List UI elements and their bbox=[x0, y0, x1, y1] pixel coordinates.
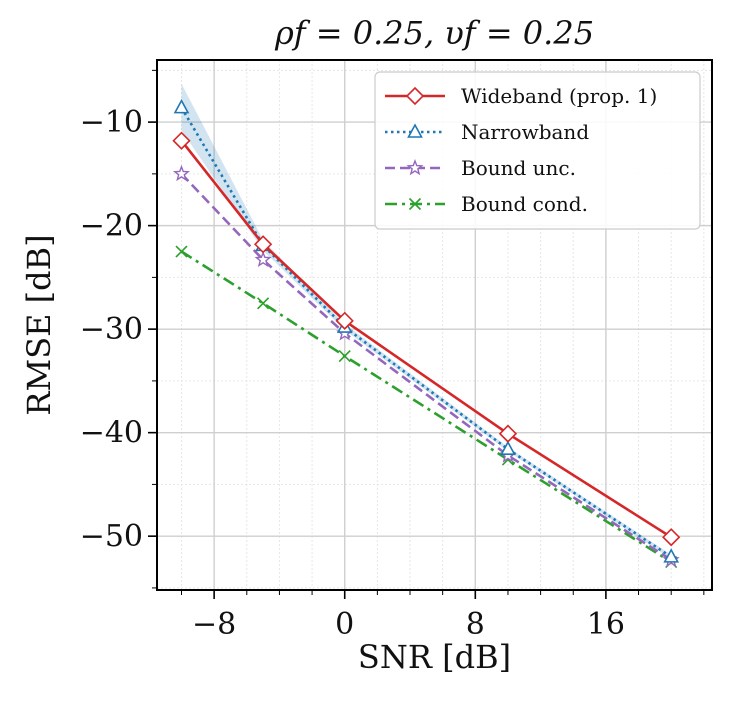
series-3-line bbox=[180, 250, 672, 564]
series-2-point bbox=[254, 250, 272, 268]
series-1-point bbox=[663, 548, 680, 563]
legend-marker-0 bbox=[405, 86, 425, 106]
series-0-point bbox=[335, 311, 354, 330]
series-3-point bbox=[338, 349, 351, 363]
legend: Wideband (prop. 1) Narrowband Bound unc. Bo… bbox=[374, 71, 701, 230]
y-tick-label: −10 bbox=[80, 105, 143, 140]
series-0-point bbox=[498, 424, 518, 443]
y-tick-label: −30 bbox=[80, 312, 143, 347]
series-0-point bbox=[172, 131, 191, 150]
legend-label-2: Bound unc. bbox=[461, 156, 576, 180]
y-axis-label: RMSE [dB] bbox=[20, 234, 58, 415]
series-0-point bbox=[253, 235, 273, 254]
y-tick-label: −20 bbox=[80, 209, 143, 244]
series-0 bbox=[172, 131, 681, 547]
x-tick-label: −8 bbox=[192, 607, 236, 642]
series-3 bbox=[175, 245, 678, 569]
x-axis-label: SNR [dB] bbox=[358, 638, 511, 676]
series-3-point bbox=[175, 245, 188, 258]
chart-title: ρf = 0.25, υf = 0.25 bbox=[274, 14, 594, 52]
series-2-point bbox=[172, 164, 190, 182]
legend-label-0: Wideband (prop. 1) bbox=[461, 84, 657, 108]
y-tick-label: −50 bbox=[80, 519, 143, 554]
ticks-layer: −8 0 8 16 −10 −20 −30 −40 −50 bbox=[80, 69, 705, 642]
legend-label-1: Narrowband bbox=[461, 120, 589, 144]
legend-box bbox=[374, 71, 701, 230]
series-3-point bbox=[257, 297, 270, 310]
legend-label-3: Bound cond. bbox=[461, 192, 588, 216]
y-tick-label: −40 bbox=[80, 416, 143, 451]
x-tick-label: 16 bbox=[587, 607, 625, 642]
series-layer bbox=[172, 98, 681, 569]
series-0-point bbox=[662, 528, 681, 547]
legend-marker-1 bbox=[407, 123, 423, 138]
x-tick-label: 0 bbox=[335, 607, 354, 642]
legend-marker-3 bbox=[408, 197, 422, 211]
x-tick-label: 8 bbox=[466, 607, 485, 642]
plot-frame bbox=[156, 59, 713, 591]
series-1-point bbox=[173, 98, 190, 114]
series-1-point bbox=[500, 440, 516, 456]
legend-marker-2 bbox=[406, 159, 424, 176]
